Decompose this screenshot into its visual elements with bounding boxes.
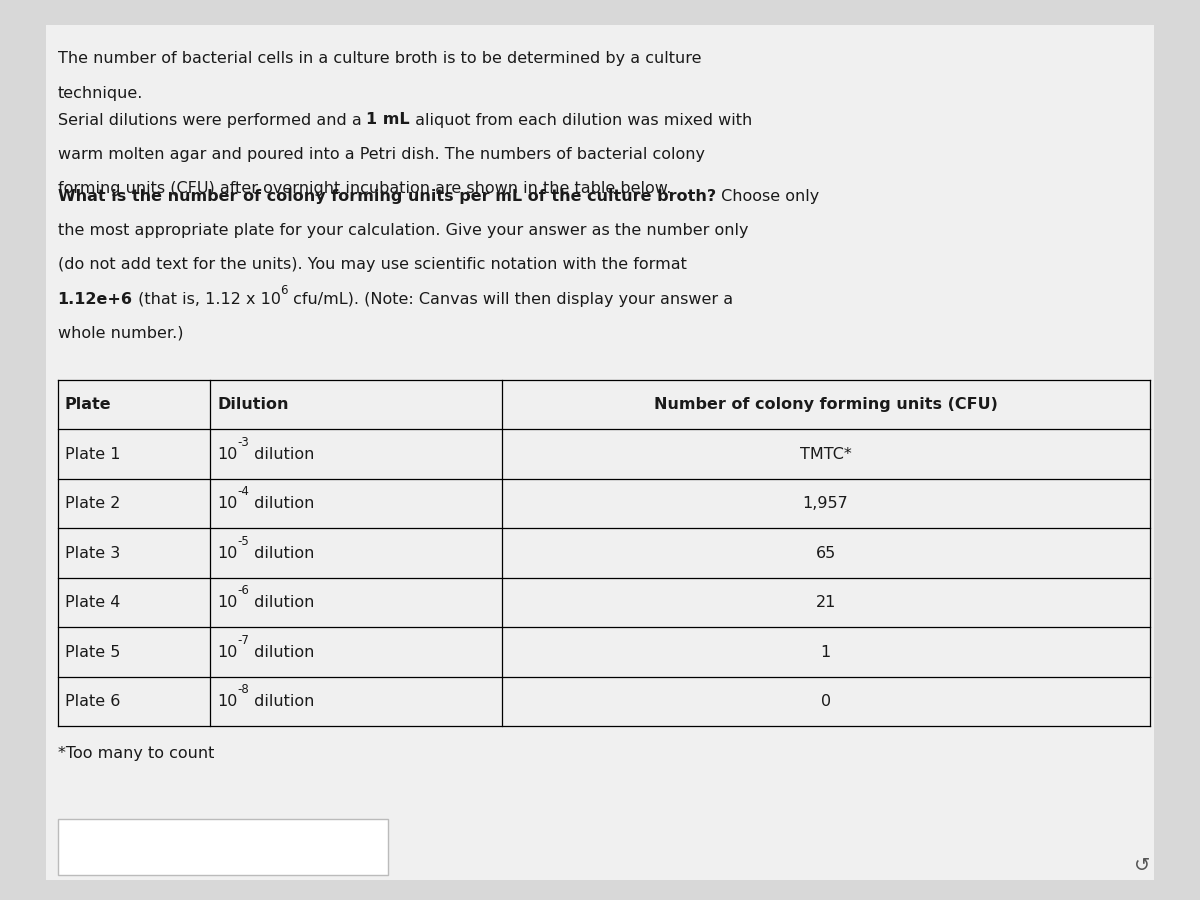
Text: -8: -8 <box>238 683 250 697</box>
Text: dilution: dilution <box>250 595 314 610</box>
Text: 0: 0 <box>821 694 830 709</box>
Text: -7: -7 <box>238 634 250 647</box>
FancyBboxPatch shape <box>58 819 388 875</box>
Text: -5: -5 <box>238 546 250 560</box>
Text: Dilution: Dilution <box>217 397 289 412</box>
Text: (do not add text for the units). You may use scientific notation with the format: (do not add text for the units). You may… <box>58 257 686 273</box>
Text: Serial dilutions were performed and a: Serial dilutions were performed and a <box>58 112 366 128</box>
Text: -8: -8 <box>238 695 250 708</box>
Text: *Too many to count: *Too many to count <box>58 746 214 761</box>
Text: dilution: dilution <box>250 694 314 709</box>
Text: 1.12e+6: 1.12e+6 <box>58 292 132 307</box>
Text: forming units (CFU) after overnight incubation are shown in the table below.: forming units (CFU) after overnight incu… <box>58 181 671 196</box>
Text: ↺: ↺ <box>1134 856 1151 876</box>
Text: Choose only: Choose only <box>715 189 818 204</box>
Text: dilution: dilution <box>250 545 314 561</box>
Text: 10: 10 <box>217 694 238 709</box>
Text: 10: 10 <box>217 644 238 660</box>
Text: Plate 5: Plate 5 <box>65 644 120 660</box>
Text: whole number.): whole number.) <box>58 326 184 341</box>
Text: 10: 10 <box>217 595 238 610</box>
Text: -4: -4 <box>238 485 250 499</box>
Text: What is the number of colony forming units per mL of the culture broth?: What is the number of colony forming uni… <box>58 189 715 204</box>
Text: Number of colony forming units (CFU): Number of colony forming units (CFU) <box>654 397 997 412</box>
Text: Plate 6: Plate 6 <box>65 694 120 709</box>
Text: dilution: dilution <box>250 496 314 511</box>
Text: 10: 10 <box>217 496 238 511</box>
Text: TMTC*: TMTC* <box>799 446 852 462</box>
Text: -5: -5 <box>238 535 250 548</box>
Text: Plate 3: Plate 3 <box>65 545 120 561</box>
Text: warm molten agar and poured into a Petri dish. The numbers of bacterial colony: warm molten agar and poured into a Petri… <box>58 147 704 162</box>
Text: -6: -6 <box>238 584 250 598</box>
Text: -4: -4 <box>238 497 250 510</box>
Text: -3: -3 <box>238 447 250 461</box>
Text: The number of bacterial cells in a culture broth is to be determined by a cultur: The number of bacterial cells in a cultu… <box>58 51 701 67</box>
Text: aliquot from each dilution was mixed with: aliquot from each dilution was mixed wit… <box>410 112 752 128</box>
Text: 21: 21 <box>816 595 835 610</box>
Text: 65: 65 <box>816 545 835 561</box>
Text: Plate 1: Plate 1 <box>65 446 120 462</box>
Text: 6: 6 <box>281 292 288 304</box>
Text: dilution: dilution <box>250 644 314 660</box>
Text: the most appropriate plate for your calculation. Give your answer as the number : the most appropriate plate for your calc… <box>58 223 748 238</box>
Text: -6: -6 <box>238 596 250 609</box>
Text: Plate 2: Plate 2 <box>65 496 120 511</box>
FancyBboxPatch shape <box>46 25 1154 880</box>
Text: 1: 1 <box>821 644 830 660</box>
Text: Plate 4: Plate 4 <box>65 595 120 610</box>
Text: Plate: Plate <box>65 397 112 412</box>
Text: 1,957: 1,957 <box>803 496 848 511</box>
Text: (that is, 1.12 x 10: (that is, 1.12 x 10 <box>132 292 281 307</box>
Text: technique.: technique. <box>58 86 143 101</box>
Text: cfu/mL). (Note: Canvas will then display your answer a: cfu/mL). (Note: Canvas will then display… <box>288 292 733 307</box>
Text: -3: -3 <box>238 436 250 449</box>
Text: dilution: dilution <box>250 446 314 462</box>
Text: 10: 10 <box>217 545 238 561</box>
Text: 10: 10 <box>217 446 238 462</box>
Text: -7: -7 <box>238 645 250 659</box>
Text: 6: 6 <box>281 284 288 297</box>
Text: 1 mL: 1 mL <box>366 112 410 128</box>
